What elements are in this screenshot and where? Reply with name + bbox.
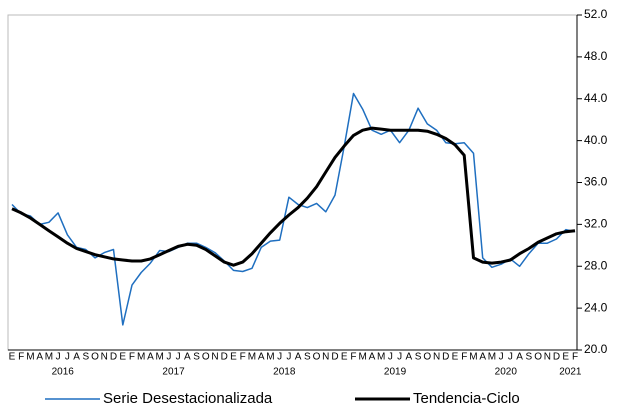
x-tick-label: A [36, 352, 43, 363]
year-label: 2017 [162, 367, 185, 378]
year-label: 2020 [495, 367, 518, 378]
x-tick-label: S [193, 352, 200, 363]
x-tick-label: J [56, 352, 61, 363]
x-tick-label: N [211, 352, 218, 363]
y-tick-label: 36.0 [584, 175, 608, 189]
x-tick-label: F [572, 352, 578, 363]
x-tick-label: O [423, 352, 431, 363]
x-tick-label: J [166, 352, 171, 363]
x-tick-label: O [202, 352, 210, 363]
x-tick-label: M [266, 352, 274, 363]
x-tick-label: M [156, 352, 164, 363]
x-tick-label: S [304, 352, 311, 363]
y-tick-label: 40.0 [584, 133, 608, 147]
x-tick-label: J [388, 352, 393, 363]
x-tick-label: F [461, 352, 467, 363]
x-tick-label: M [377, 352, 385, 363]
x-tick-label: E [562, 352, 569, 363]
x-tick-label: A [516, 352, 523, 363]
x-tick-label: F [129, 352, 135, 363]
x-tick-label: N [433, 352, 440, 363]
x-tick-label: M [45, 352, 53, 363]
x-tick-label: F [350, 352, 356, 363]
year-label: 2018 [273, 367, 296, 378]
x-tick-label: N [101, 352, 108, 363]
x-tick-label: A [369, 352, 376, 363]
y-tick-label: 24.0 [584, 300, 608, 314]
legend-label: Tendencia-Ciclo [413, 390, 520, 407]
x-tick-label: J [397, 352, 402, 363]
x-tick-label: J [508, 352, 513, 363]
x-tick-label: J [499, 352, 504, 363]
x-tick-label: A [406, 352, 413, 363]
x-tick-label: N [544, 352, 551, 363]
x-tick-label: A [258, 352, 265, 363]
x-tick-label: S [526, 352, 533, 363]
x-tick-label: M [469, 352, 477, 363]
series-line [11, 126, 576, 267]
y-tick-label: 28.0 [584, 258, 608, 272]
series-line [11, 92, 576, 326]
x-tick-label: E [230, 352, 237, 363]
year-label: 2021 [559, 367, 582, 378]
y-tick-label: 32.0 [584, 217, 608, 231]
x-tick-label: N [322, 352, 329, 363]
x-tick-label: J [286, 352, 291, 363]
x-tick-label: O [534, 352, 542, 363]
x-tick-label: M [359, 352, 367, 363]
y-tick-label: 52.0 [584, 7, 608, 21]
y-tick-label: 48.0 [584, 49, 608, 63]
y-tick-label: 20.0 [584, 342, 608, 356]
x-tick-label: E [452, 352, 459, 363]
x-tick-label: M [137, 352, 145, 363]
x-tick-label: D [553, 352, 560, 363]
year-label: 2016 [52, 367, 75, 378]
x-tick-label: J [65, 352, 70, 363]
x-tick-label: J [176, 352, 181, 363]
x-tick-label: D [110, 352, 117, 363]
plot-frame [7, 14, 578, 351]
x-tick-label: D [331, 352, 338, 363]
legend-label: Serie Desestacionalizada [103, 390, 273, 407]
x-tick-label: S [415, 352, 422, 363]
x-tick-label: A [73, 352, 80, 363]
x-tick-label: D [442, 352, 449, 363]
x-tick-label: A [295, 352, 302, 363]
y-tick-label: 44.0 [584, 91, 608, 105]
x-tick-label: F [18, 352, 24, 363]
x-tick-label: M [248, 352, 256, 363]
x-tick-label: F [240, 352, 246, 363]
x-tick-label: O [313, 352, 321, 363]
x-tick-label: A [147, 352, 154, 363]
x-tick-label: E [119, 352, 126, 363]
x-tick-label: E [341, 352, 348, 363]
x-tick-label: M [26, 352, 34, 363]
year-label: 2019 [384, 367, 407, 378]
x-tick-label: S [83, 352, 90, 363]
x-tick-label: O [91, 352, 99, 363]
x-tick-label: D [221, 352, 228, 363]
x-tick-label: M [488, 352, 496, 363]
x-tick-label: J [277, 352, 282, 363]
x-tick-label: A [184, 352, 191, 363]
x-tick-label: E [9, 352, 16, 363]
x-tick-label: A [479, 352, 486, 363]
